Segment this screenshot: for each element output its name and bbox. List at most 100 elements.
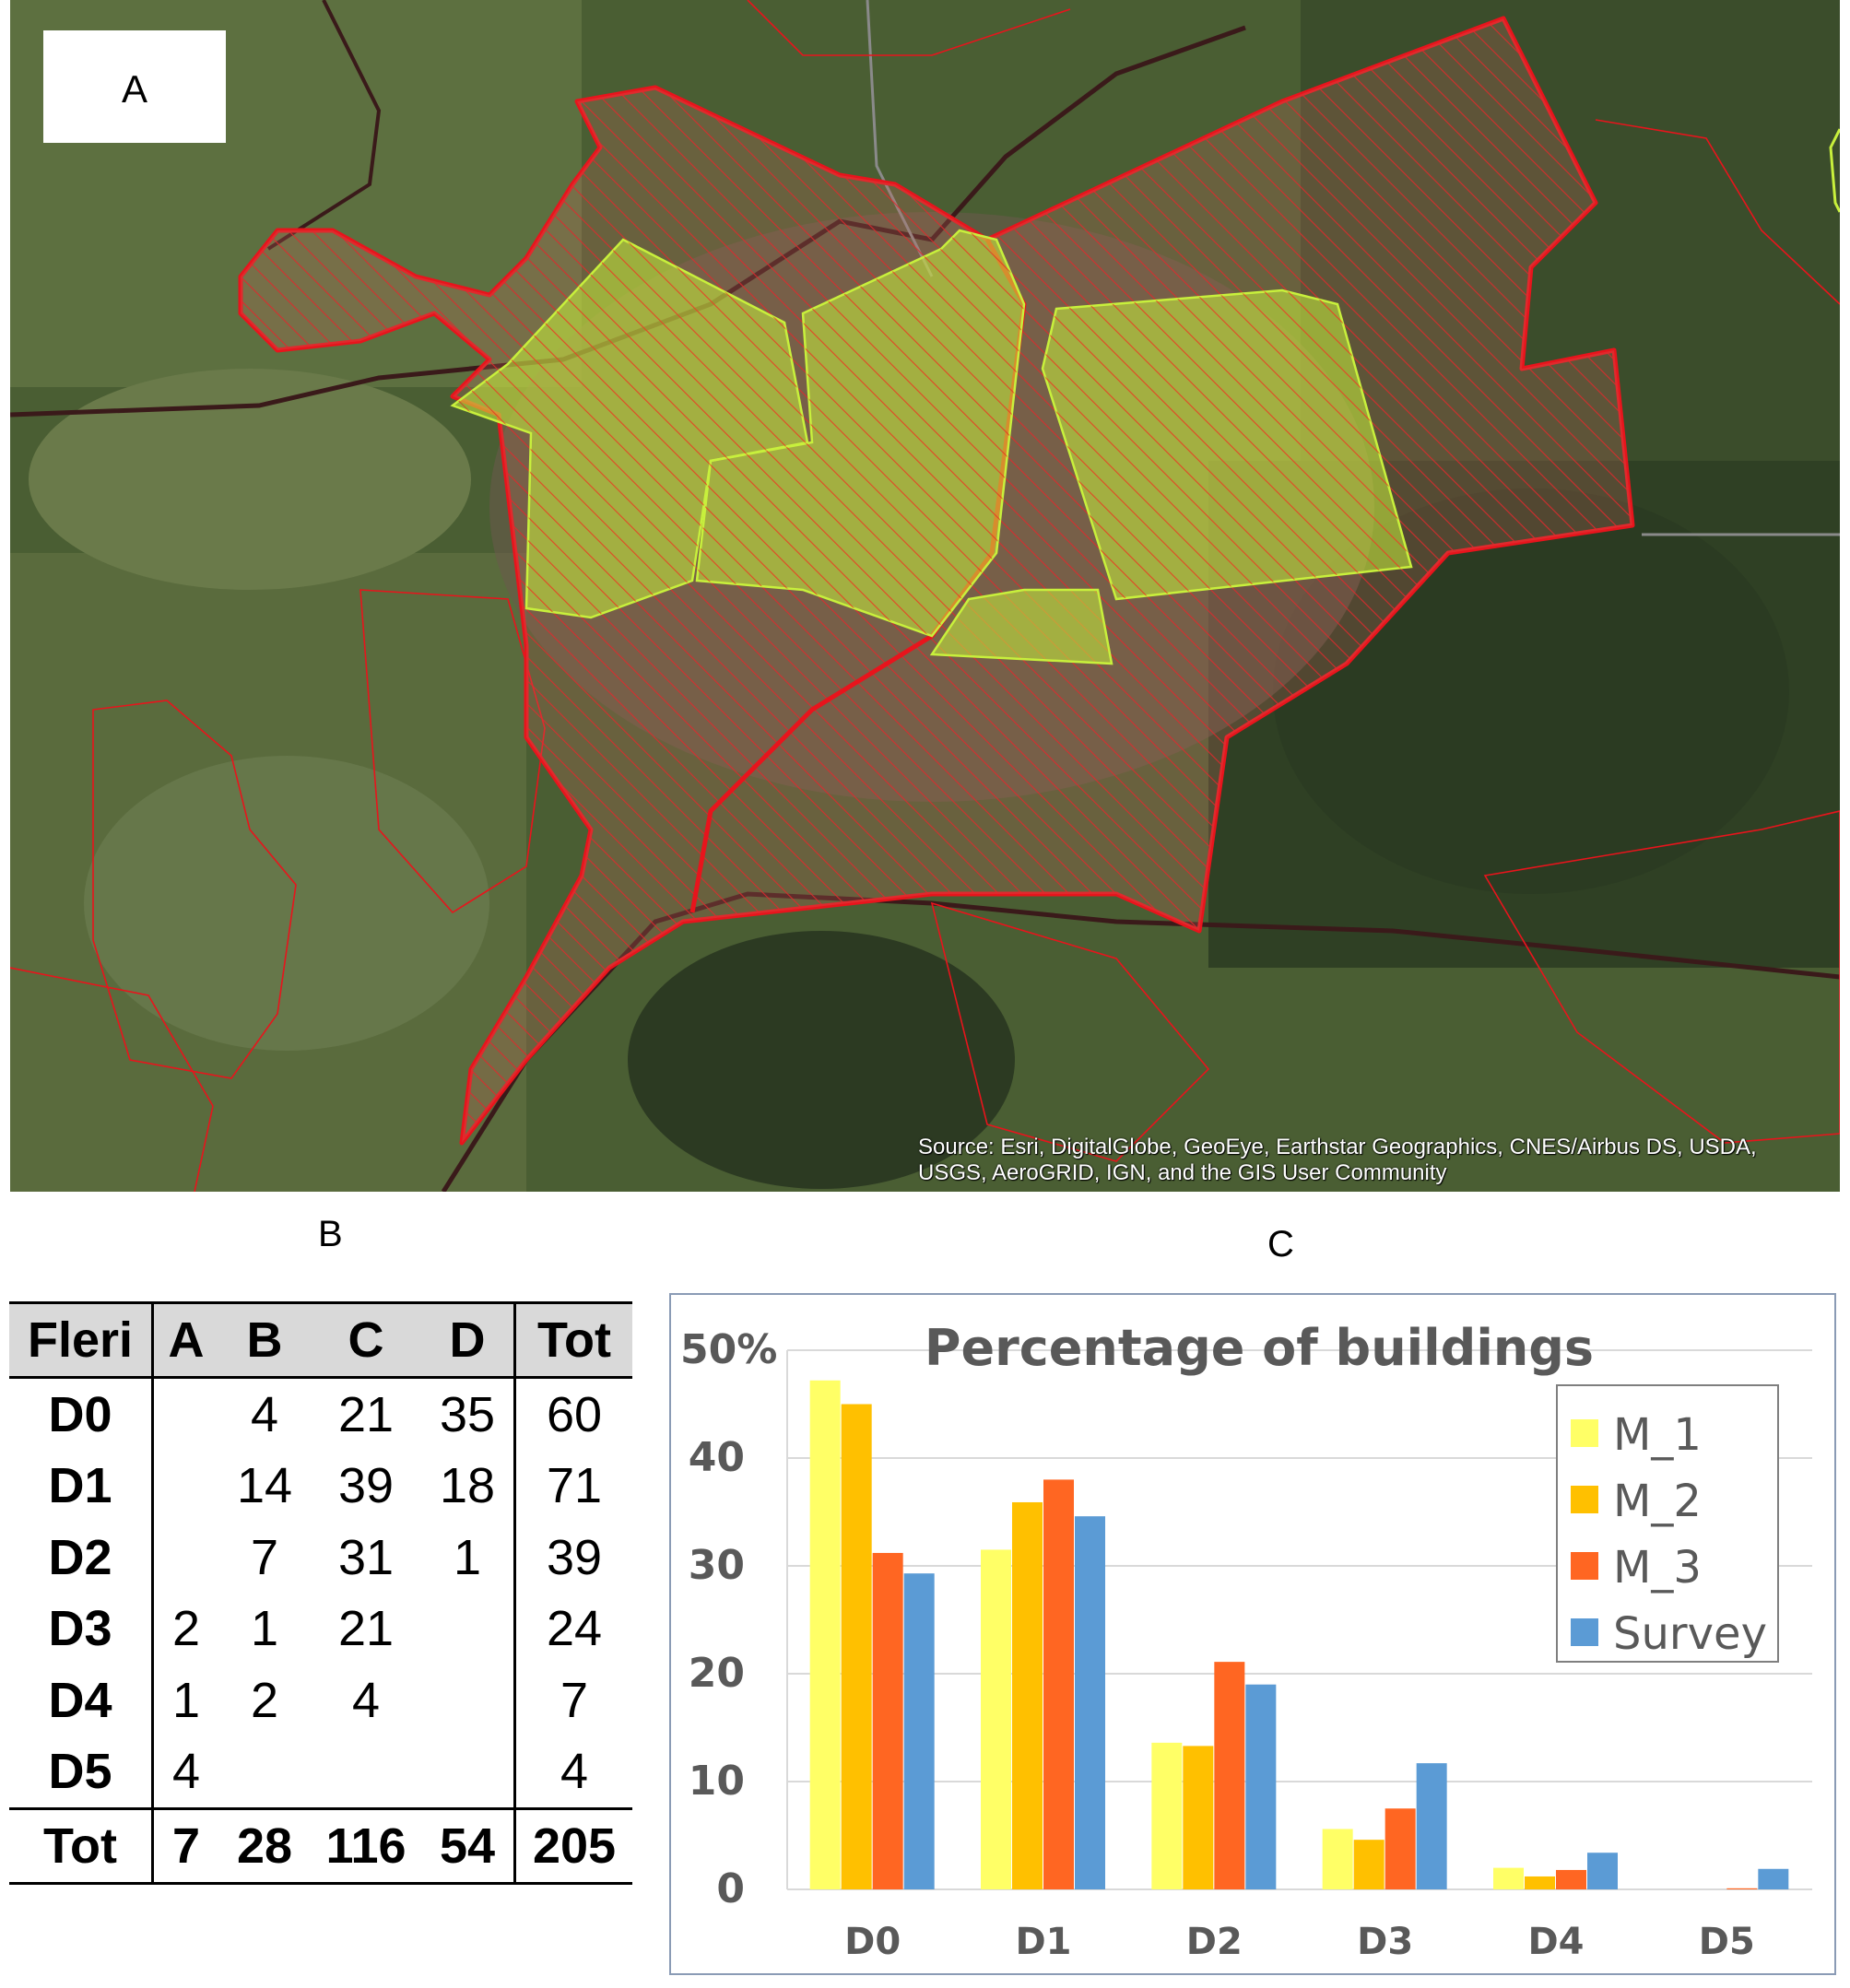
table-cell: 2 bbox=[250, 1672, 279, 1728]
bar-m-3-d1 bbox=[1043, 1479, 1074, 1889]
table-cell: 2 bbox=[171, 1601, 201, 1657]
legend-swatch bbox=[1571, 1486, 1598, 1513]
table-total-cell: 54 bbox=[421, 1807, 516, 1885]
map-panel[interactable]: A Source: Esri, DigitalGlobe, GeoEye, Ea… bbox=[10, 0, 1840, 1192]
y-tick-label: 10 bbox=[689, 1758, 745, 1805]
table-cell: 4 bbox=[351, 1672, 381, 1728]
table-cell bbox=[153, 1522, 219, 1594]
bar-m-1-d2 bbox=[1151, 1742, 1183, 1889]
bar-survey-d0 bbox=[903, 1573, 935, 1889]
table-row: D0 4 21 35 60 bbox=[9, 1377, 632, 1451]
x-tick-label: D1 bbox=[1015, 1921, 1071, 1963]
table-total-cell: 205 bbox=[514, 1807, 632, 1885]
y-tick-label: 30 bbox=[689, 1542, 745, 1589]
bar-m-1-d4 bbox=[1493, 1867, 1524, 1889]
table-header-cell: D bbox=[421, 1301, 516, 1379]
table-cell: 4 bbox=[171, 1744, 201, 1800]
legend-label: Survey bbox=[1613, 1608, 1767, 1660]
legend-swatch bbox=[1571, 1552, 1598, 1580]
zone-west-hatch bbox=[453, 240, 807, 618]
legend-swatch bbox=[1571, 1419, 1598, 1447]
table-total-cell: 7 bbox=[152, 1807, 218, 1885]
x-tick-label: D0 bbox=[844, 1921, 901, 1963]
parcel-boundary-w bbox=[359, 589, 546, 914]
table-cell: 31 bbox=[337, 1529, 395, 1585]
table-header-cell: Tot bbox=[514, 1301, 632, 1379]
table-cell: 14 bbox=[236, 1458, 293, 1514]
chart-title: Percentage of buildings bbox=[925, 1319, 1594, 1377]
zone-central-south[interactable] bbox=[929, 588, 1114, 665]
table-cell: 24 bbox=[546, 1601, 603, 1657]
table-cell: 39 bbox=[546, 1529, 603, 1585]
bar-m-3-d0 bbox=[872, 1552, 903, 1889]
panel-label-c: C bbox=[1267, 1224, 1294, 1265]
table-header-cell: C bbox=[311, 1301, 421, 1379]
terrain-cone-s bbox=[628, 931, 1015, 1189]
map-attribution-line-2: USGS, AeroGRID, IGN, and the GIS User Co… bbox=[918, 1160, 1447, 1185]
legend-label: M_1 bbox=[1613, 1409, 1702, 1461]
zone-corner-ne bbox=[1829, 128, 1840, 213]
bar-m-1-d1 bbox=[981, 1549, 1011, 1889]
table-cell: 1 bbox=[250, 1601, 279, 1657]
road-northwest bbox=[266, 0, 382, 251]
x-tick-label: D3 bbox=[1357, 1921, 1413, 1963]
panel-label-a: A bbox=[121, 67, 147, 111]
parcel-boundary-sw bbox=[92, 700, 297, 1079]
parcel-boundary-se bbox=[930, 901, 1210, 1162]
table-cell: 60 bbox=[546, 1386, 603, 1442]
table-row: D4 1 2 4 7 bbox=[9, 1665, 632, 1736]
bar-survey-d4 bbox=[1587, 1853, 1618, 1889]
table-cell bbox=[421, 1735, 516, 1809]
table-cell: 7 bbox=[250, 1529, 279, 1585]
table-cell bbox=[153, 1451, 219, 1523]
bar-m-3-d3 bbox=[1385, 1808, 1416, 1889]
satellite-map[interactable] bbox=[10, 0, 1840, 1192]
damage-table: Fleri A B C D Tot D0 4 21 35 60 D1 14 39… bbox=[9, 1301, 632, 1885]
bar-m-2-d0 bbox=[841, 1404, 872, 1889]
bar-m-3-d4 bbox=[1556, 1869, 1586, 1889]
y-tick-label: 50% bbox=[680, 1326, 777, 1373]
terrain-field-sw bbox=[84, 756, 489, 1051]
table-header-cell: Fleri bbox=[9, 1301, 154, 1379]
bar-survey-d5 bbox=[1758, 1868, 1789, 1889]
table-row-label: D1 bbox=[9, 1450, 154, 1522]
table-header-row: Fleri A B C D Tot bbox=[9, 1301, 632, 1379]
table-cell bbox=[153, 1378, 219, 1451]
table-cell bbox=[421, 1665, 516, 1736]
table-row: D1 14 39 18 71 bbox=[9, 1450, 632, 1523]
legend-label: M_3 bbox=[1613, 1542, 1702, 1594]
bar-m-2-d4 bbox=[1525, 1876, 1555, 1889]
bar-m-3-d5 bbox=[1726, 1888, 1758, 1889]
table-header-cell: B bbox=[218, 1301, 311, 1379]
bar-m-2-d2 bbox=[1183, 1746, 1214, 1889]
table-row: D2 7 31 1 39 bbox=[9, 1522, 632, 1594]
table-total-row: Tot 7 28 116 54 205 bbox=[9, 1807, 632, 1885]
table-cell: 1 bbox=[171, 1672, 201, 1728]
bar-m-1-d3 bbox=[1322, 1829, 1353, 1889]
table-cell bbox=[421, 1593, 516, 1665]
y-tick-label: 20 bbox=[689, 1650, 745, 1697]
table-cell: 71 bbox=[546, 1458, 603, 1514]
table-cell: 7 bbox=[560, 1672, 589, 1728]
x-tick-label: D2 bbox=[1186, 1921, 1243, 1963]
zone-central-hatch bbox=[697, 230, 1024, 636]
table-cell: 21 bbox=[337, 1601, 395, 1657]
map-attribution-line-1: Source: Esri, DigitalGlobe, GeoEye, Eart… bbox=[918, 1135, 1757, 1159]
parcel-boundary-ne bbox=[1595, 119, 1840, 305]
legend-swatch bbox=[1571, 1618, 1598, 1646]
table-total-cell: 28 bbox=[218, 1807, 311, 1885]
table-cell: 21 bbox=[337, 1386, 395, 1442]
table-row-label: D4 bbox=[9, 1665, 154, 1736]
table-cell bbox=[311, 1736, 421, 1809]
zone-east-hatch bbox=[1043, 290, 1411, 599]
table-row-label: D2 bbox=[9, 1522, 154, 1594]
table-row-label: D3 bbox=[9, 1593, 154, 1665]
y-tick-label: 40 bbox=[689, 1434, 745, 1481]
terrain-field-w bbox=[29, 369, 471, 590]
parcel-boundary-e bbox=[1483, 810, 1840, 1144]
table-total-label: Tot bbox=[9, 1807, 154, 1885]
table-cell: 35 bbox=[421, 1377, 516, 1451]
table-header-cell: A bbox=[152, 1301, 218, 1379]
table-row-label: D5 bbox=[9, 1735, 154, 1809]
table-row: D5 4 4 bbox=[9, 1735, 632, 1809]
